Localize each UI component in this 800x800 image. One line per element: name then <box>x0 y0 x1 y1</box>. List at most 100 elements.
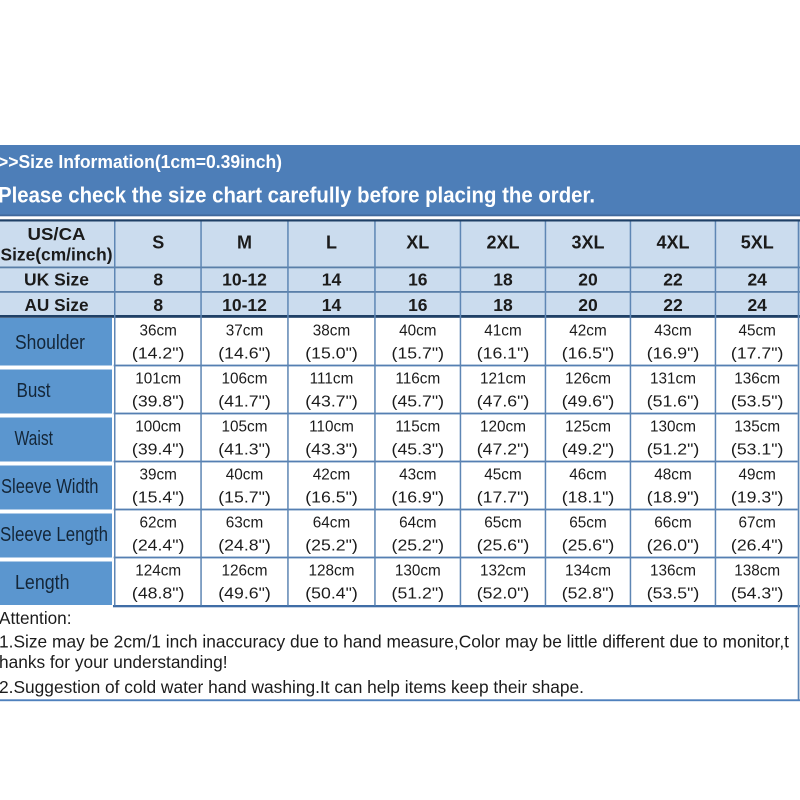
svg-text:45cm: 45cm <box>738 323 775 340</box>
svg-text:(17.7"): (17.7") <box>731 346 784 363</box>
svg-text:1.Size may be 2cm/1 inch inacc: 1.Size may be 2cm/1 inch inaccuracy due … <box>0 632 789 652</box>
svg-text:US/CA: US/CA <box>28 224 86 244</box>
svg-text:64cm: 64cm <box>313 515 350 532</box>
svg-text:(53.1"): (53.1") <box>731 442 784 459</box>
svg-text:(25.6"): (25.6") <box>477 538 530 555</box>
svg-text:65cm: 65cm <box>569 515 606 532</box>
svg-text:(52.8"): (52.8") <box>562 586 615 603</box>
svg-text:(17.7"): (17.7") <box>477 490 530 507</box>
svg-text:(16.1"): (16.1") <box>477 346 530 363</box>
svg-text:S: S <box>152 233 164 253</box>
svg-text:(18.9"): (18.9") <box>647 490 700 507</box>
svg-text:14: 14 <box>322 269 342 289</box>
svg-text:62cm: 62cm <box>139 515 176 532</box>
svg-text:(53.5"): (53.5") <box>731 394 784 411</box>
svg-text:(41.7"): (41.7") <box>218 394 271 411</box>
svg-text:22: 22 <box>663 295 683 315</box>
svg-text:(25.6"): (25.6") <box>562 538 615 555</box>
svg-text:43cm: 43cm <box>654 323 691 340</box>
svg-text:111cm: 111cm <box>310 371 354 388</box>
svg-text:100cm: 100cm <box>135 419 181 436</box>
svg-text:(24.4"): (24.4") <box>132 538 185 555</box>
svg-text:(19.3"): (19.3") <box>731 490 784 507</box>
svg-text:(24.8"): (24.8") <box>218 538 271 555</box>
svg-text:42cm: 42cm <box>569 323 606 340</box>
svg-text:115cm: 115cm <box>395 419 440 436</box>
svg-text:Please check the size chart ca: Please check the size chart carefully be… <box>0 183 595 208</box>
svg-text:(15.7"): (15.7") <box>392 346 445 363</box>
svg-text:4XL: 4XL <box>656 233 689 253</box>
svg-text:110cm: 110cm <box>309 419 354 436</box>
svg-text:(25.2"): (25.2") <box>305 538 358 555</box>
svg-text:(15.4"): (15.4") <box>132 490 185 507</box>
svg-text:106cm: 106cm <box>222 371 268 388</box>
svg-text:101cm: 101cm <box>135 371 181 388</box>
svg-text:105cm: 105cm <box>222 419 268 436</box>
svg-text:(47.2"): (47.2") <box>477 442 530 459</box>
svg-text:Size(cm/inch): Size(cm/inch) <box>1 245 113 265</box>
svg-text:135cm: 135cm <box>734 419 780 436</box>
svg-text:138cm: 138cm <box>734 563 780 580</box>
svg-text:20: 20 <box>578 295 598 315</box>
svg-text:39cm: 39cm <box>139 467 176 484</box>
svg-text:130cm: 130cm <box>395 563 441 580</box>
svg-text:(14.2"): (14.2") <box>132 346 185 363</box>
svg-text:(51.2"): (51.2") <box>392 586 445 603</box>
svg-text:136cm: 136cm <box>734 371 780 388</box>
svg-text:63cm: 63cm <box>226 515 263 532</box>
svg-text:AU Size: AU Size <box>25 295 89 315</box>
svg-text:(14.6"): (14.6") <box>218 346 271 363</box>
svg-text:XL: XL <box>406 233 429 253</box>
svg-text:(18.1"): (18.1") <box>562 490 615 507</box>
svg-text:Shoulder: Shoulder <box>15 331 85 354</box>
svg-text:(16.9"): (16.9") <box>392 490 445 507</box>
svg-text:(39.8"): (39.8") <box>132 394 185 411</box>
svg-text:(48.8"): (48.8") <box>132 586 185 603</box>
svg-text:128cm: 128cm <box>309 563 355 580</box>
svg-text:(43.7"): (43.7") <box>305 394 358 411</box>
svg-text:3XL: 3XL <box>571 233 604 253</box>
svg-text:Waist: Waist <box>15 427 54 450</box>
svg-text:(51.2"): (51.2") <box>647 442 700 459</box>
svg-text:(53.5"): (53.5") <box>647 586 700 603</box>
svg-text:(45.7"): (45.7") <box>392 394 445 411</box>
svg-text:10-12: 10-12 <box>222 269 267 289</box>
svg-text:hanks for your understanding!: hanks for your understanding! <box>0 652 228 672</box>
svg-text:Length: Length <box>15 571 70 594</box>
svg-text:40cm: 40cm <box>399 323 436 340</box>
svg-text:67cm: 67cm <box>738 515 775 532</box>
svg-text:(47.6"): (47.6") <box>477 394 530 411</box>
svg-text:(26.0"): (26.0") <box>647 538 700 555</box>
svg-text:24: 24 <box>747 295 767 315</box>
svg-text:132cm: 132cm <box>480 563 526 580</box>
svg-text:130cm: 130cm <box>650 419 696 436</box>
svg-text:46cm: 46cm <box>569 467 606 484</box>
svg-text:(15.7"): (15.7") <box>218 490 271 507</box>
svg-text:UK Size: UK Size <box>24 269 89 289</box>
svg-text:48cm: 48cm <box>654 467 691 484</box>
svg-text:(16.9"): (16.9") <box>647 346 700 363</box>
svg-text:131cm: 131cm <box>650 371 696 388</box>
svg-text:121cm: 121cm <box>480 371 526 388</box>
svg-text:64cm: 64cm <box>399 515 436 532</box>
svg-text:8: 8 <box>153 295 163 315</box>
svg-text:36cm: 36cm <box>139 323 176 340</box>
svg-text:(50.4"): (50.4") <box>305 586 358 603</box>
svg-text:2.Suggestion of cold water han: 2.Suggestion of cold water hand washing.… <box>0 677 584 697</box>
svg-text:134cm: 134cm <box>565 563 611 580</box>
svg-text:42cm: 42cm <box>313 467 350 484</box>
svg-text:66cm: 66cm <box>654 515 691 532</box>
svg-text:18: 18 <box>493 269 513 289</box>
svg-text:22: 22 <box>663 269 683 289</box>
svg-text:116cm: 116cm <box>395 371 440 388</box>
svg-text:(51.6"): (51.6") <box>647 394 700 411</box>
svg-text:(52.0"): (52.0") <box>477 586 530 603</box>
svg-text:125cm: 125cm <box>565 419 611 436</box>
svg-text:L: L <box>326 233 337 253</box>
svg-text:(25.2"): (25.2") <box>392 538 445 555</box>
svg-text:2XL: 2XL <box>486 233 519 253</box>
svg-text:Attention:: Attention: <box>0 608 72 628</box>
svg-text:24: 24 <box>747 269 767 289</box>
svg-text:M: M <box>237 233 252 253</box>
svg-text:5XL: 5XL <box>741 233 774 253</box>
